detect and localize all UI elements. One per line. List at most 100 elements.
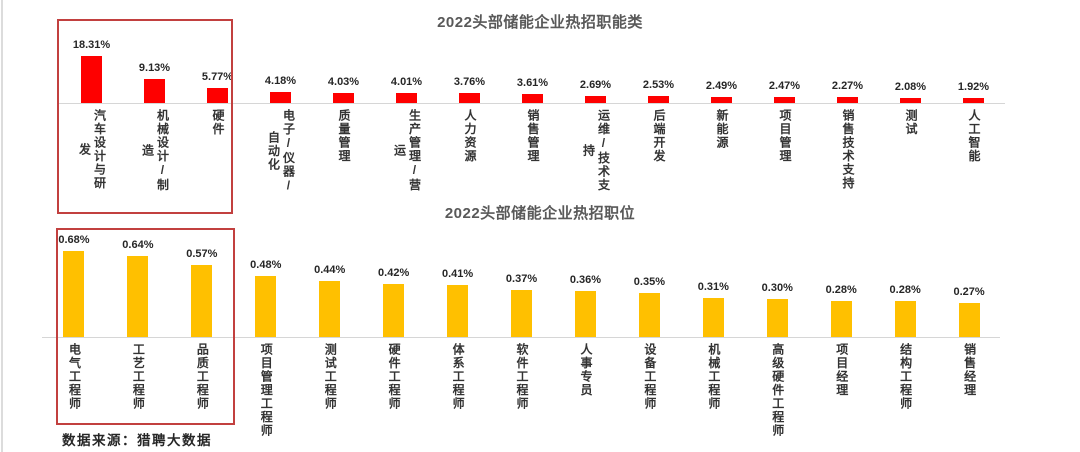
category-label-column: 测试	[903, 109, 918, 136]
bar-value-label: 2.27%	[831, 80, 864, 93]
bar-cell: 0.48%	[234, 233, 298, 337]
bar-value-label: 1.92%	[957, 81, 990, 93]
category-cell: 测试工程师	[298, 343, 362, 411]
bar-cell: 0.44%	[298, 233, 362, 337]
category-label-column: 质量管理	[336, 109, 351, 163]
bar-cell: 0.28%	[809, 233, 873, 337]
bar-value-label: 4.01%	[390, 75, 423, 88]
category-label: 高级硬件工程师	[771, 343, 785, 438]
bar	[127, 255, 149, 337]
category-label-column: 汽车设计与研	[92, 109, 107, 190]
category-label: 设备工程师	[643, 343, 657, 411]
category-label: 机械工程师	[706, 343, 721, 411]
category-cell: 测试	[879, 109, 942, 136]
category-label: 结构工程师	[898, 343, 913, 411]
highlight-box-positions-top3	[56, 228, 235, 425]
bar-value-label: 4.18%	[264, 75, 297, 88]
bar-value-label: 4.03%	[327, 75, 360, 88]
category-cell: 机械工程师	[681, 343, 745, 411]
positions-chart-axis	[42, 337, 1000, 338]
bar-cell: 0.31%	[681, 233, 745, 337]
bar-cell: 0.36%	[554, 233, 618, 337]
bar	[574, 291, 596, 337]
bar-value-label: 3.76%	[453, 76, 486, 89]
bar-value-label: 18.31%	[72, 38, 111, 51]
category-label: 测试工程师	[323, 343, 337, 411]
category-label: 运维/技术支持	[582, 109, 611, 192]
bar-cell: 0.35%	[617, 233, 681, 337]
category-label-column: 运维/技术支	[596, 109, 611, 192]
category-cell: 机械设计/制造	[123, 109, 186, 192]
category-label: 质量管理	[336, 109, 351, 163]
bar-value-label: 5.77%	[201, 71, 234, 83]
bar-cell: 9.13%	[123, 38, 186, 103]
bar-value-label: 0.37%	[505, 272, 538, 285]
category-label-column: 人工智能	[966, 109, 981, 163]
bar-cell: 0.68%	[42, 233, 106, 337]
category-cell: 硬件工程师	[362, 343, 426, 411]
category-label-column: 项目经理	[834, 343, 849, 397]
category-label-column: 机械设计/制	[155, 109, 170, 192]
category-cell: 项目管理	[753, 109, 816, 163]
category-cell: 电子/仪器/自动化	[249, 109, 312, 194]
bar-cell: 4.03%	[312, 38, 375, 103]
bar	[830, 301, 852, 337]
category-label-column: 软件工程师	[515, 343, 529, 411]
positions-chart-title: 2022头部储能企业热招职位	[444, 205, 636, 222]
category-label: 项目管理	[778, 109, 792, 163]
bar-cell: 18.31%	[60, 38, 123, 103]
bar-value-label: 0.30%	[761, 281, 793, 294]
category-label: 销售技术支持	[840, 109, 855, 190]
category-label-column: 造	[140, 143, 155, 158]
page-left-border	[1, 0, 3, 452]
category-cell: 销售技术支持	[816, 109, 879, 190]
bar-value-label: 3.61%	[516, 76, 549, 89]
positions-chart-bars: 0.68% 0.64% 0.57% 0.48% 0.44% 0.42% 0.41% 0.37%…	[42, 233, 1001, 337]
bar-value-label: 0.28%	[889, 284, 921, 297]
bar	[333, 92, 354, 103]
category-label-column: 结构工程师	[898, 343, 913, 411]
category-label-column: 机械工程师	[706, 343, 721, 411]
category-label: 人工智能	[966, 109, 981, 163]
category-label: 销售经理	[963, 343, 977, 397]
category-cell: 软件工程师	[490, 343, 554, 411]
bar-cell: 0.41%	[426, 233, 490, 337]
functions-chart-bars: 18.31% 9.13% 5.77% 4.18% 4.03% 4.01% 3.76% 3.61…	[60, 38, 1005, 103]
category-label: 汽车设计与研发	[78, 109, 107, 190]
bar	[711, 96, 732, 103]
bar	[207, 88, 228, 103]
category-label-column: 人力资源	[462, 109, 477, 163]
positions-chart-categories: 电气工程师 工艺工程师 品质工程师 项目管理工程师 测试工程师 硬件工程师 体系工程师 软件工…	[42, 343, 1001, 445]
category-label-column: 自动化	[266, 131, 281, 172]
category-cell: 质量管理	[312, 109, 375, 163]
category-label: 项目管理工程师	[259, 343, 274, 438]
bar	[459, 93, 480, 103]
bar-value-label: 0.31%	[697, 280, 729, 293]
category-label: 电气工程师	[67, 343, 81, 411]
category-label: 人力资源	[462, 109, 477, 163]
category-label: 软件工程师	[515, 343, 529, 411]
bar-cell: 1.92%	[942, 38, 1005, 103]
bar-value-label: 2.08%	[894, 80, 927, 93]
bar	[522, 93, 543, 103]
bar-value-label: 0.41%	[441, 267, 474, 280]
category-label: 体系工程师	[451, 343, 465, 411]
category-label: 硬件工程师	[387, 343, 401, 411]
bar-cell: 2.53%	[627, 38, 690, 103]
functions-chart-axis	[57, 103, 1005, 104]
bar-cell: 2.49%	[690, 38, 753, 103]
category-label-column: 新能源	[714, 109, 729, 150]
bar	[638, 292, 660, 337]
category-label-column: 销售技术支持	[840, 109, 855, 190]
bar-cell: 2.47%	[753, 38, 816, 103]
category-cell: 设备工程师	[617, 343, 681, 411]
category-label: 测试	[903, 109, 918, 136]
category-label: 电子/仪器/自动化	[266, 109, 296, 194]
bar	[396, 92, 417, 103]
bar	[900, 97, 921, 103]
category-label: 人事专员	[579, 343, 593, 397]
bar	[766, 298, 788, 337]
functions-chart-title: 2022头部储能企业热招职能类	[437, 14, 643, 31]
category-label-column: 项目管理工程师	[259, 343, 274, 438]
